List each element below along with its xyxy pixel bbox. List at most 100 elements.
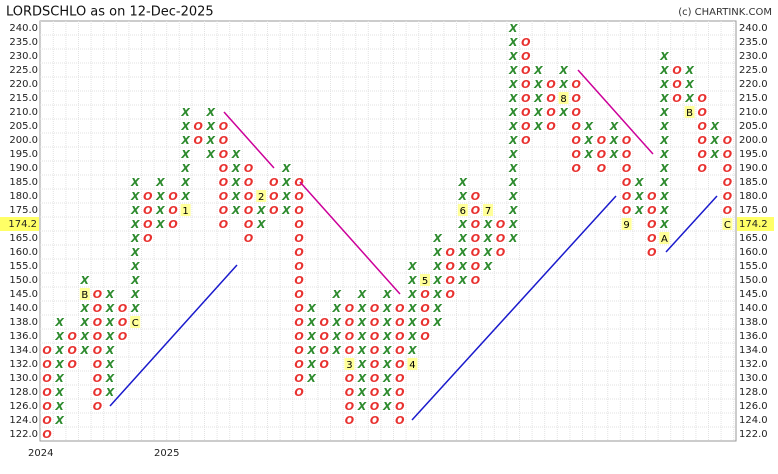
o-box: O <box>168 218 177 231</box>
month-marker-bg <box>420 274 430 286</box>
x-box: X <box>407 288 417 301</box>
x-box: X <box>659 78 669 91</box>
x-box: X <box>357 386 367 399</box>
y-tick-label-right: 175.0 <box>739 205 768 216</box>
o-box: O <box>521 50 530 63</box>
o-box: O <box>345 386 354 399</box>
o-box: O <box>320 316 329 329</box>
y-tick-label: 185.0 <box>9 177 38 188</box>
o-box: O <box>118 330 127 343</box>
x-box: X <box>155 204 165 217</box>
x-box: X <box>684 78 694 91</box>
o-box: O <box>572 92 581 105</box>
o-box: O <box>42 428 51 441</box>
o-box: O <box>647 204 656 217</box>
y-tick-label-right: 122.0 <box>739 429 768 440</box>
y-tick-label-right: 205.0 <box>739 121 768 132</box>
x-box: X <box>54 358 64 371</box>
y-tick-label: 155.0 <box>9 261 38 272</box>
o-box: O <box>370 372 379 385</box>
x-box: X <box>659 134 669 147</box>
x-box: X <box>533 106 543 119</box>
x-box: X <box>458 232 468 245</box>
o-box: O <box>294 302 303 315</box>
x-box: X <box>105 358 115 371</box>
x-box: X <box>382 358 392 371</box>
o-box: O <box>294 344 303 357</box>
pf-column: OOO <box>269 176 278 217</box>
o-box: O <box>93 302 102 315</box>
o-box: O <box>294 190 303 203</box>
x-box: X <box>105 302 115 315</box>
y-tick-label: 240.0 <box>9 23 38 34</box>
support-line <box>665 195 718 253</box>
o-box: O <box>370 414 379 427</box>
y-tick-label-right: 235.0 <box>739 37 768 48</box>
o-box: O <box>395 344 404 357</box>
o-box: O <box>219 204 228 217</box>
o-box: O <box>446 246 455 259</box>
y-tick-label: 138.0 <box>9 317 38 328</box>
o-box: O <box>647 246 656 259</box>
pf-column: OOO <box>118 302 127 343</box>
pf-column: OO <box>194 120 203 147</box>
x-box: X <box>180 106 190 119</box>
trend-lines <box>109 69 718 421</box>
o-box: O <box>219 176 228 189</box>
month-marker-bg <box>684 106 695 118</box>
resistance-line <box>577 69 654 155</box>
y-tick-label-right: 160.0 <box>739 247 768 258</box>
o-box: O <box>521 120 530 133</box>
credit: (c) CHARTINK.COM <box>678 7 772 18</box>
x-box: X <box>332 288 342 301</box>
o-box: O <box>294 218 303 231</box>
x-box: X <box>458 190 468 203</box>
month-marker: B <box>686 108 693 119</box>
x-box: X <box>508 190 518 203</box>
o-box: O <box>168 190 177 203</box>
y-tick-label: 134.0 <box>9 345 38 356</box>
o-box: O <box>395 372 404 385</box>
x-box: X <box>382 372 392 385</box>
o-box: O <box>370 358 379 371</box>
y-tick-label-right: 180.0 <box>739 191 768 202</box>
pf-column: XXX <box>584 120 594 161</box>
o-box: O <box>143 204 152 217</box>
o-box: O <box>471 190 480 203</box>
pf-column: OOO <box>597 134 606 175</box>
grid <box>40 21 736 441</box>
x-box: X <box>306 302 316 315</box>
month-marker: 8 <box>560 94 566 105</box>
month-marker-bg <box>659 232 670 244</box>
x-box: X <box>105 330 115 343</box>
o-box: O <box>93 288 102 301</box>
x-box: X <box>382 288 392 301</box>
o-box: O <box>370 400 379 413</box>
o-box: O <box>572 78 581 91</box>
x-box: X <box>533 92 543 105</box>
o-box: O <box>219 120 228 133</box>
o-box: O <box>572 134 581 147</box>
o-box: O <box>320 358 329 371</box>
x-box: X <box>332 316 342 329</box>
y-tick-label: 136.0 <box>9 331 38 342</box>
y-tick-label-right: 124.0 <box>739 415 768 426</box>
o-box: O <box>345 344 354 357</box>
o-box: O <box>471 204 480 217</box>
pf-column: XXX <box>609 120 619 161</box>
x-box: X <box>206 148 216 161</box>
o-box: O <box>219 162 228 175</box>
o-box: O <box>68 344 77 357</box>
o-box: O <box>698 106 707 119</box>
x-box: X <box>357 330 367 343</box>
